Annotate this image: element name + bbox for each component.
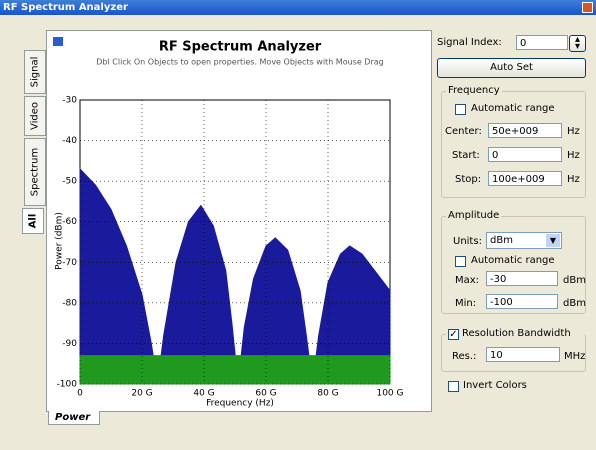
dropdown[interactable]: dBm ▼ (486, 232, 562, 249)
tab-label: All (27, 213, 39, 229)
text-input[interactable]: 0 (516, 35, 568, 50)
bottom-tab[interactable]: Power (48, 411, 100, 425)
label: Units: (453, 236, 482, 247)
y-axis-label: Power (dBm) (55, 212, 65, 270)
group-title-bg (446, 328, 584, 340)
x-axis-label: Frequency (Hz) (206, 399, 274, 409)
unit: Hz (567, 150, 580, 161)
unit: Hz (567, 174, 580, 185)
label: Res.: (452, 351, 477, 362)
tab-selected[interactable]: All (22, 208, 44, 234)
y-tick-label: -50 (62, 177, 77, 187)
label: Min: (455, 298, 477, 309)
chart: RF Spectrum Analyzer Dbl Click On Object… (53, 37, 404, 409)
chart-subtitle: Dbl Click On Objects to open properties.… (96, 58, 383, 67)
y-tick-label: -90 (62, 339, 77, 349)
window-title: RF Spectrum Analyzer (0, 0, 596, 15)
x-tick-label: 80 G (317, 389, 338, 399)
unit: MHz (564, 351, 586, 362)
spinner[interactable]: ▴ ▾ (569, 35, 586, 52)
text-input[interactable]: -100 (486, 294, 558, 309)
checkbox[interactable] (455, 256, 466, 267)
y-tick-label: -40 (62, 136, 77, 146)
button[interactable]: Auto Set (437, 58, 586, 78)
x-tick-label: 0 (77, 389, 83, 399)
checkbox[interactable] (448, 381, 459, 392)
chart-title: RF Spectrum Analyzer (159, 40, 322, 55)
x-tick-label: 100 G (376, 389, 403, 399)
checkbox[interactable]: ✓ (448, 329, 459, 340)
spectrum-trace (79, 355, 391, 385)
label: Signal Index: (437, 37, 502, 48)
unit: Hz (567, 126, 580, 137)
tab-label: Spectrum (29, 147, 41, 197)
group-box (441, 216, 586, 314)
x-tick-label: 40 G (193, 389, 214, 399)
checkbox-label: Automatic range (471, 103, 555, 114)
group-box (441, 91, 586, 198)
y-tick-label: -30 (62, 96, 77, 106)
text-input[interactable]: 0 (488, 147, 562, 162)
x-tick-label: 20 G (131, 389, 152, 399)
unit: dBm (563, 298, 586, 309)
y-tick-label: -70 (62, 258, 77, 268)
checkbox-label: Automatic range (471, 255, 555, 266)
checkbox[interactable] (455, 104, 466, 115)
group-title: Amplitude (446, 210, 502, 221)
y-tick-label: -80 (62, 298, 77, 308)
icon (53, 37, 63, 46)
y-tick-label: -60 (62, 217, 77, 227)
group-title: Frequency (446, 85, 502, 96)
tab-label: Signal (29, 56, 41, 88)
tab[interactable]: Video (24, 96, 46, 136)
close-button[interactable] (582, 2, 593, 13)
label: Center: (445, 126, 482, 137)
text-input[interactable]: 100e+009 (488, 171, 562, 186)
tab-label: Video (29, 101, 41, 131)
x-tick-label: 60 G (255, 389, 276, 399)
y-tick-label: -100 (57, 380, 78, 390)
label: Start: (452, 150, 480, 161)
dropdown-value: dBm (490, 235, 513, 246)
checkbox-label: Invert Colors (463, 380, 527, 391)
text-input[interactable]: -30 (486, 271, 558, 286)
tab[interactable]: Signal (24, 50, 46, 94)
label: Max: (455, 275, 480, 286)
label: Stop: (455, 174, 482, 185)
text-input[interactable]: 50e+009 (488, 123, 562, 138)
unit: dBm (563, 275, 586, 286)
text-input[interactable]: 10 (486, 347, 560, 362)
tab[interactable]: Spectrum (24, 138, 46, 206)
checkbox-label: Resolution Bandwidth (462, 328, 571, 339)
